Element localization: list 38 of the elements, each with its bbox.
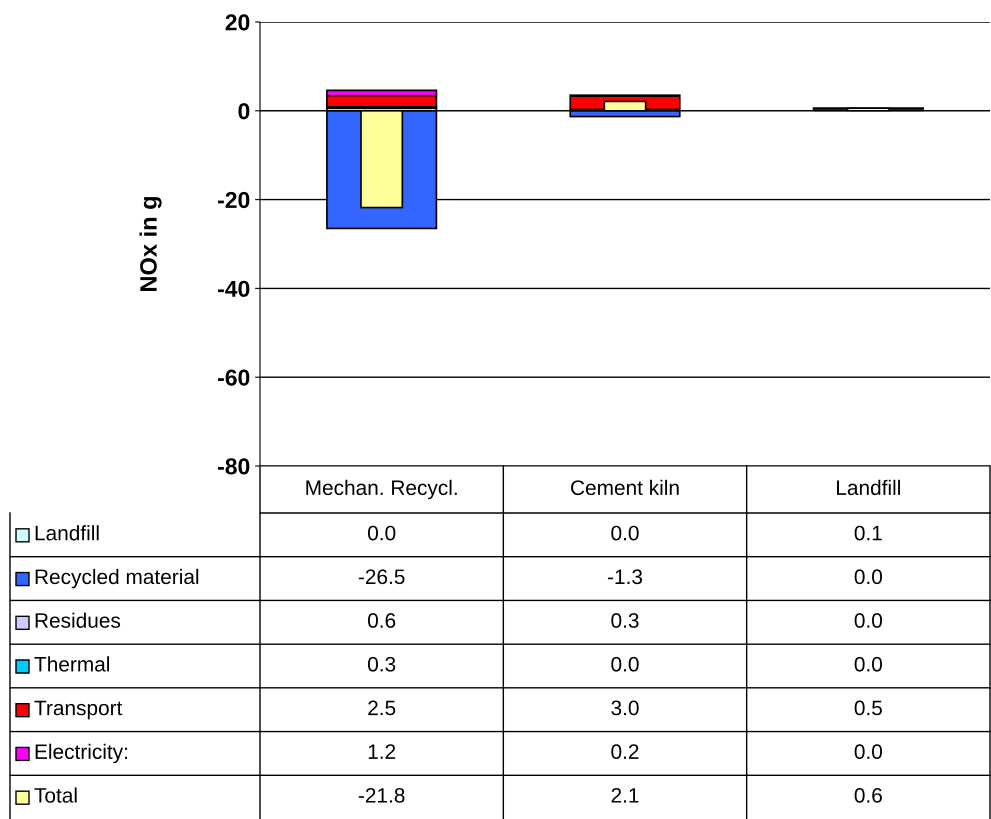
data-label: 3.0 (611, 700, 639, 716)
data-label: 0.0 (854, 569, 882, 584)
data-label: 0.3 (368, 656, 396, 672)
data-label: 0.5 (854, 700, 882, 716)
data-label: 2.5 (368, 700, 396, 716)
legend-label: Electricity: (36, 744, 128, 764)
legend-label: Thermal (34, 656, 110, 672)
y-tick-label: -40 (218, 280, 250, 297)
data-label: 1.2 (368, 744, 396, 759)
y-tick-label: -20 (218, 192, 250, 208)
data-label: 0.0 (854, 656, 882, 672)
y-tick-label: 0 (238, 103, 250, 120)
legend-label: Recycled material (36, 568, 198, 588)
y-tick-label: -60 (218, 370, 250, 386)
data-label: 0.6 (368, 613, 396, 628)
data-label: -21.8 (358, 788, 405, 803)
data-label: -1.3 (608, 569, 642, 584)
x-tick-label: Mechan. Recycl. (306, 480, 457, 500)
data-label: 0.6 (854, 788, 882, 803)
data-label: 0.0 (854, 744, 882, 760)
x-tick-label: Landfill (837, 480, 900, 496)
data-label: 0.3 (611, 613, 639, 628)
legend-label: Residues (36, 612, 120, 628)
data-label: 0.0 (854, 613, 882, 628)
data-label: 0.0 (368, 526, 396, 540)
data-label: -26.5 (358, 569, 405, 584)
data-label: 0.0 (611, 656, 639, 672)
x-tick-label: Cement kiln (571, 480, 679, 496)
legend-label: Landfill (36, 525, 99, 540)
y-tick-label: -80 (218, 458, 250, 475)
y-axis-title: NOx in g (139, 197, 162, 291)
y-tick-label: 20 (226, 14, 250, 31)
legend-label: Transport (34, 700, 122, 720)
data-label: 0.0 (611, 526, 639, 540)
data-label: 2.1 (612, 788, 638, 803)
data-label: 0.2 (611, 744, 638, 760)
legend-label: Total (34, 787, 77, 803)
data-label: 0.1 (854, 526, 882, 540)
